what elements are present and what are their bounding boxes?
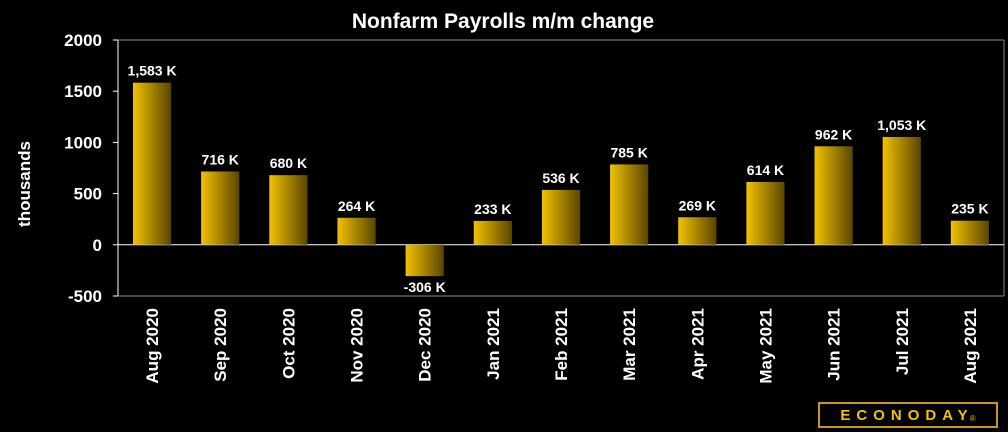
- bar: [950, 220, 990, 245]
- bar: [541, 189, 581, 245]
- data-label: 680 K: [270, 155, 307, 171]
- x-tick-label: Jan 2021: [484, 308, 503, 380]
- bar: [132, 82, 172, 245]
- data-label: 536 K: [542, 170, 579, 186]
- data-label: 962 K: [815, 126, 852, 142]
- chart-title: Nonfarm Payrolls m/m change: [352, 10, 654, 33]
- x-tick-label: Aug 2021: [961, 308, 980, 384]
- data-label: 785 K: [610, 144, 647, 160]
- x-tick-label: Aug 2020: [143, 308, 162, 384]
- y-tick-label: -500: [68, 287, 102, 306]
- data-label: 235 K: [951, 201, 988, 217]
- y-tick-label: 2000: [64, 31, 102, 50]
- data-label: 1,583 K: [128, 63, 177, 79]
- data-label: 1,053 K: [877, 117, 926, 133]
- y-tick-label: 500: [74, 185, 102, 204]
- data-label: 269 K: [679, 197, 716, 213]
- bar: [269, 175, 308, 245]
- bar: [201, 171, 240, 245]
- econoday-logo: ECONODAY ®: [818, 402, 998, 428]
- x-tick-label: Dec 2020: [416, 308, 435, 382]
- logo-text: ECONODAY: [840, 406, 974, 424]
- x-tick-label: Jun 2021: [825, 308, 844, 381]
- x-tick-label: Apr 2021: [688, 308, 707, 380]
- y-axis-label: thousands: [15, 141, 34, 227]
- bar: [405, 244, 444, 277]
- data-label: 264 K: [338, 198, 375, 214]
- data-label: -306 K: [404, 279, 446, 295]
- bar: [746, 181, 785, 245]
- bar: [337, 217, 376, 245]
- x-tick-label: Jul 2021: [893, 308, 912, 375]
- data-label: 614 K: [747, 162, 784, 178]
- x-tick-label: Nov 2020: [348, 308, 367, 383]
- bar: [882, 136, 921, 245]
- data-label: 233 K: [474, 201, 511, 217]
- bar: [610, 164, 649, 245]
- x-tick-label: May 2021: [756, 308, 775, 384]
- bar: [814, 146, 853, 245]
- x-tick-label: Sep 2020: [211, 308, 230, 382]
- bar: [678, 217, 717, 245]
- y-tick-label: 0: [93, 236, 102, 255]
- bar: [473, 220, 512, 245]
- y-tick-label: 1000: [64, 133, 102, 152]
- logo-registered-mark: ®: [969, 413, 976, 423]
- data-label: 716 K: [202, 151, 239, 167]
- y-tick-label: 1500: [64, 82, 102, 101]
- x-tick-label: Feb 2021: [552, 308, 571, 381]
- x-tick-label: Mar 2021: [620, 308, 639, 381]
- x-tick-label: Oct 2020: [279, 308, 298, 379]
